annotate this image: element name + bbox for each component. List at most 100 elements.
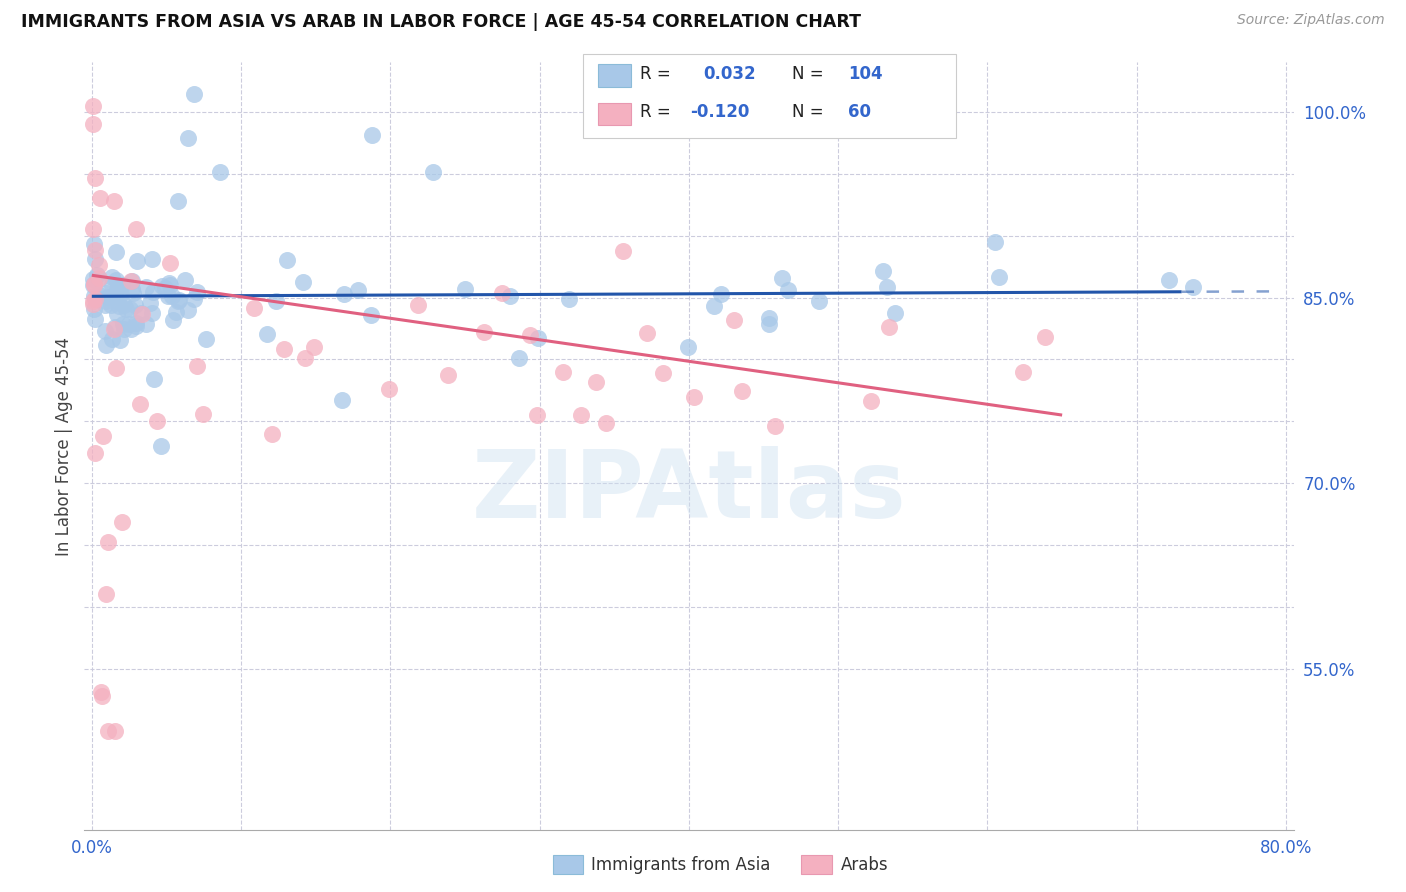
Point bbox=[676, 340, 699, 354]
Text: ZIPAtlas: ZIPAtlas bbox=[471, 446, 907, 538]
Point bbox=[89, 685, 111, 699]
Point bbox=[115, 302, 138, 317]
Point bbox=[723, 313, 745, 327]
Point bbox=[260, 427, 283, 442]
Point bbox=[84, 171, 107, 186]
Point bbox=[82, 99, 104, 113]
Point bbox=[91, 689, 114, 703]
Point bbox=[758, 317, 780, 331]
Point bbox=[129, 306, 152, 320]
Point bbox=[859, 393, 882, 408]
Point bbox=[526, 408, 548, 422]
Point bbox=[101, 290, 124, 304]
Point bbox=[807, 293, 830, 308]
Point bbox=[118, 301, 141, 316]
Point bbox=[710, 287, 733, 301]
Point bbox=[112, 298, 135, 312]
Point bbox=[83, 277, 105, 292]
Point bbox=[96, 285, 118, 300]
Point bbox=[145, 414, 167, 428]
Point bbox=[209, 165, 232, 179]
Point bbox=[110, 286, 132, 301]
Point bbox=[139, 296, 162, 310]
Point bbox=[436, 368, 458, 383]
Point bbox=[101, 332, 124, 346]
Point bbox=[89, 270, 111, 285]
Point bbox=[166, 294, 188, 309]
Point bbox=[770, 271, 793, 285]
Point bbox=[121, 282, 143, 296]
Point bbox=[89, 272, 111, 286]
Point bbox=[111, 318, 134, 332]
Point bbox=[83, 302, 105, 317]
Point bbox=[105, 273, 128, 287]
Point bbox=[84, 445, 107, 459]
Point bbox=[100, 298, 122, 312]
Point bbox=[491, 285, 513, 300]
Point bbox=[361, 128, 384, 142]
Point bbox=[125, 319, 148, 334]
Point bbox=[558, 293, 581, 307]
Text: Arabs: Arabs bbox=[841, 856, 889, 874]
Point bbox=[94, 297, 117, 311]
Point bbox=[499, 289, 522, 303]
Point bbox=[82, 294, 104, 309]
Point bbox=[333, 286, 356, 301]
Point bbox=[82, 297, 104, 311]
Point bbox=[105, 283, 128, 297]
Point bbox=[135, 317, 157, 331]
Point bbox=[519, 328, 541, 343]
Point bbox=[183, 292, 205, 306]
Point bbox=[125, 316, 148, 330]
Y-axis label: In Labor Force | Age 45-54: In Labor Force | Age 45-54 bbox=[55, 336, 73, 556]
Point bbox=[83, 289, 105, 303]
Point bbox=[360, 309, 382, 323]
Point bbox=[472, 326, 495, 340]
Point bbox=[1182, 280, 1205, 294]
Point bbox=[778, 284, 800, 298]
Point bbox=[378, 382, 401, 396]
Point bbox=[194, 332, 217, 346]
Point bbox=[82, 271, 104, 285]
Point bbox=[97, 290, 120, 304]
Point bbox=[884, 306, 907, 320]
Point bbox=[984, 235, 1007, 250]
Point bbox=[128, 397, 150, 411]
Point bbox=[186, 359, 208, 373]
Point bbox=[167, 194, 190, 208]
Text: 60: 60 bbox=[848, 103, 870, 120]
Point bbox=[93, 429, 115, 443]
Point bbox=[89, 191, 111, 205]
Point bbox=[730, 384, 752, 398]
Point bbox=[83, 252, 105, 266]
Point bbox=[83, 292, 105, 306]
Point bbox=[585, 376, 607, 390]
Text: IMMIGRANTS FROM ASIA VS ARAB IN LABOR FORCE | AGE 45-54 CORRELATION CHART: IMMIGRANTS FROM ASIA VS ARAB IN LABOR FO… bbox=[21, 13, 860, 31]
Point bbox=[191, 407, 214, 421]
Point bbox=[1157, 273, 1180, 287]
Point bbox=[408, 298, 430, 312]
Point bbox=[112, 322, 135, 336]
Point bbox=[651, 366, 673, 380]
Point bbox=[988, 269, 1011, 284]
Point bbox=[177, 302, 200, 317]
Point bbox=[94, 324, 117, 338]
Text: N =: N = bbox=[792, 103, 823, 120]
Point bbox=[100, 277, 122, 292]
Point bbox=[86, 268, 108, 282]
Point bbox=[165, 305, 187, 319]
Point bbox=[82, 221, 104, 235]
Point bbox=[294, 351, 316, 366]
Point bbox=[1011, 365, 1033, 379]
Point bbox=[124, 298, 146, 312]
Text: N =: N = bbox=[792, 65, 823, 83]
Point bbox=[108, 299, 131, 313]
Point bbox=[636, 326, 658, 340]
Point bbox=[183, 87, 205, 102]
Point bbox=[97, 723, 120, 738]
Point bbox=[104, 723, 127, 738]
Point bbox=[104, 360, 127, 375]
Point bbox=[169, 293, 191, 307]
Point bbox=[242, 301, 264, 316]
Point bbox=[120, 274, 142, 288]
